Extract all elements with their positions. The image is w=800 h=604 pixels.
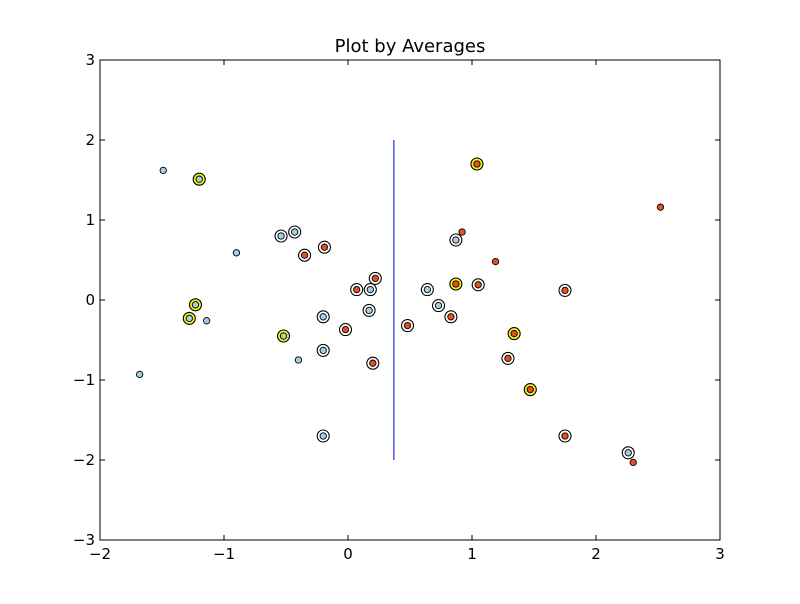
data-point — [320, 243, 329, 251]
x-axis-ticks: −2 −1 0 1 2 3 — [89, 60, 725, 563]
data-point — [366, 285, 374, 294]
data-marks — [136, 140, 665, 467]
y-tick-label: −2 — [73, 451, 95, 469]
data-point — [319, 346, 327, 355]
data-point — [365, 306, 373, 315]
y-tick-label: 2 — [85, 131, 95, 149]
x-tick-label: −2 — [89, 545, 111, 563]
data-point — [136, 370, 144, 379]
y-tick-label: −3 — [73, 531, 95, 549]
y-tick-label: −1 — [73, 371, 95, 389]
data-point — [185, 314, 193, 323]
plot-area-frame — [99, 59, 721, 541]
data-point — [561, 432, 569, 440]
data-point — [232, 249, 241, 257]
data-point — [629, 458, 637, 467]
x-tick-label: 3 — [715, 545, 725, 563]
data-point — [277, 232, 285, 240]
data-point — [403, 321, 412, 330]
x-tick-label: −1 — [213, 545, 235, 563]
y-tick-label: 1 — [85, 211, 95, 229]
data-point — [452, 236, 460, 244]
data-point — [452, 280, 460, 288]
data-point — [300, 251, 309, 259]
data-point — [319, 432, 327, 440]
data-point — [447, 313, 455, 321]
y-tick-label: 0 — [85, 291, 95, 309]
data-point — [279, 332, 288, 340]
data-point — [202, 317, 211, 325]
data-point — [491, 257, 500, 266]
data-point — [474, 281, 482, 289]
data-point — [341, 325, 350, 334]
data-point — [371, 274, 379, 283]
data-point — [510, 329, 518, 338]
data-point — [159, 166, 167, 175]
y-axis-ticks: −3 −2 −1 0 1 2 3 — [73, 51, 720, 549]
chart-title: Plot by Averages — [335, 36, 486, 57]
data-point — [473, 160, 481, 168]
data-point — [294, 356, 303, 364]
data-point — [526, 385, 534, 394]
x-tick-label: 0 — [343, 545, 353, 563]
data-point — [458, 228, 466, 236]
data-point — [369, 359, 377, 367]
data-point — [191, 301, 200, 309]
x-tick-label: 1 — [467, 545, 477, 563]
data-point — [434, 301, 443, 310]
data-point — [195, 175, 203, 183]
data-point — [561, 286, 569, 295]
data-point — [291, 228, 299, 236]
data-point — [656, 203, 665, 211]
data-point — [353, 285, 361, 294]
data-point — [504, 354, 512, 363]
x-tick-label: 2 — [591, 545, 601, 563]
y-tick-label: 3 — [85, 51, 95, 69]
data-point — [624, 449, 632, 457]
data-point — [319, 313, 327, 321]
data-point — [423, 285, 432, 294]
